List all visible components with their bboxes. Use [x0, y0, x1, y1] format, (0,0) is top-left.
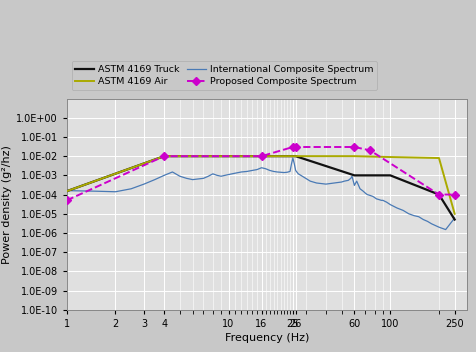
- ASTM 4169 Air: [387, 155, 392, 159]
- International Composite Spectrum: [410, 214, 416, 218]
- ASTM 4169 Truck: [161, 154, 167, 158]
- ASTM 4169 Truck: [351, 173, 357, 177]
- International Composite Spectrum: [289, 156, 295, 160]
- Line: Proposed Composite Spectrum: Proposed Composite Spectrum: [64, 144, 456, 203]
- Proposed Composite Spectrum: [258, 154, 264, 158]
- ASTM 4169 Air: [451, 212, 456, 216]
- ASTM 4169 Air: [351, 154, 357, 158]
- Proposed Composite Spectrum: [435, 193, 441, 197]
- Proposed Composite Spectrum: [161, 154, 167, 158]
- Proposed Composite Spectrum: [64, 198, 69, 202]
- Proposed Composite Spectrum: [289, 145, 295, 149]
- ASTM 4169 Truck: [387, 173, 392, 177]
- International Composite Spectrum: [161, 173, 167, 177]
- ASTM 4169 Air: [64, 189, 69, 193]
- International Composite Spectrum: [64, 189, 69, 193]
- X-axis label: Frequency (Hz): Frequency (Hz): [225, 333, 308, 343]
- Line: ASTM 4169 Air: ASTM 4169 Air: [67, 156, 454, 214]
- Line: ASTM 4169 Truck: ASTM 4169 Truck: [67, 156, 454, 220]
- ASTM 4169 Truck: [64, 189, 69, 193]
- Proposed Composite Spectrum: [351, 145, 357, 149]
- International Composite Spectrum: [383, 200, 389, 204]
- Legend: ASTM 4169 Truck, ASTM 4169 Air, International Composite Spectrum, Proposed Compo: ASTM 4169 Truck, ASTM 4169 Air, Internat…: [71, 61, 376, 90]
- International Composite Spectrum: [375, 197, 381, 202]
- ASTM 4169 Truck: [435, 193, 441, 197]
- Proposed Composite Spectrum: [292, 145, 298, 149]
- International Composite Spectrum: [377, 198, 383, 202]
- Y-axis label: Power density (g²/hz): Power density (g²/hz): [2, 145, 12, 264]
- Line: International Composite Spectrum: International Composite Spectrum: [67, 158, 454, 230]
- Proposed Composite Spectrum: [367, 148, 372, 152]
- International Composite Spectrum: [451, 216, 456, 220]
- Proposed Composite Spectrum: [451, 193, 456, 197]
- International Composite Spectrum: [442, 227, 447, 232]
- ASTM 4169 Air: [161, 154, 167, 158]
- ASTM 4169 Truck: [292, 154, 298, 158]
- ASTM 4169 Air: [435, 156, 441, 160]
- International Composite Spectrum: [371, 195, 377, 200]
- ASTM 4169 Truck: [451, 218, 456, 222]
